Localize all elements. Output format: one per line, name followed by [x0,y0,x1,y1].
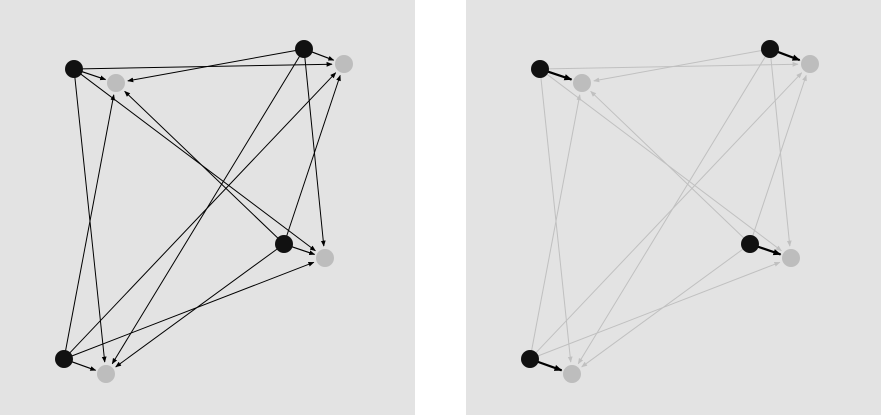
edge-c-to-b-target [285,74,341,238]
edge-d-to-c-target [70,261,315,357]
source-node-d [55,350,73,368]
node-link-a [80,70,107,81]
edge-b-to-a-target [127,49,298,83]
node-link-d [70,360,97,371]
target-node-c [316,249,334,267]
source-node-b [761,40,779,58]
source-node-c [741,235,759,253]
target-node-d [563,365,581,383]
source-node-a [65,60,83,78]
graph-panel-right [466,0,881,415]
edge-d-to-a-target [530,94,582,353]
target-node-b [801,55,819,73]
node-link-a [546,70,573,81]
node-link-b [310,50,335,61]
edge-a-to-d-target [74,75,107,363]
edge-a-to-c-target [545,72,782,252]
target-node-a [107,74,125,92]
graph-svg-left [55,40,353,383]
graph-svg-right [521,40,819,383]
node-link-c [756,245,782,256]
source-node-d [521,350,539,368]
target-node-a [573,74,591,92]
edge-c-to-a-target [124,90,280,240]
target-node-b [335,55,353,73]
edge-b-to-c-target [304,55,326,247]
source-node-b [295,40,313,58]
edge-b-to-c-target [770,55,792,247]
source-node-a [531,60,549,78]
node-link-d [536,360,563,372]
edge-d-to-b-target [68,72,337,355]
edge-c-to-b-target [751,74,807,238]
edge-c-to-a-target [590,90,746,240]
node-link-c [290,245,316,256]
source-node-c [275,235,293,253]
edge-d-to-a-target [64,94,116,353]
edge-d-to-b-target [534,72,803,355]
edge-b-to-a-target [593,49,764,83]
edge-d-to-c-target [536,261,781,357]
edge-a-to-d-target [540,75,573,363]
target-node-d [97,365,115,383]
target-node-c [782,249,800,267]
edge-a-to-c-target [79,72,316,252]
node-link-b [776,50,801,62]
graph-panel-left [0,0,415,415]
